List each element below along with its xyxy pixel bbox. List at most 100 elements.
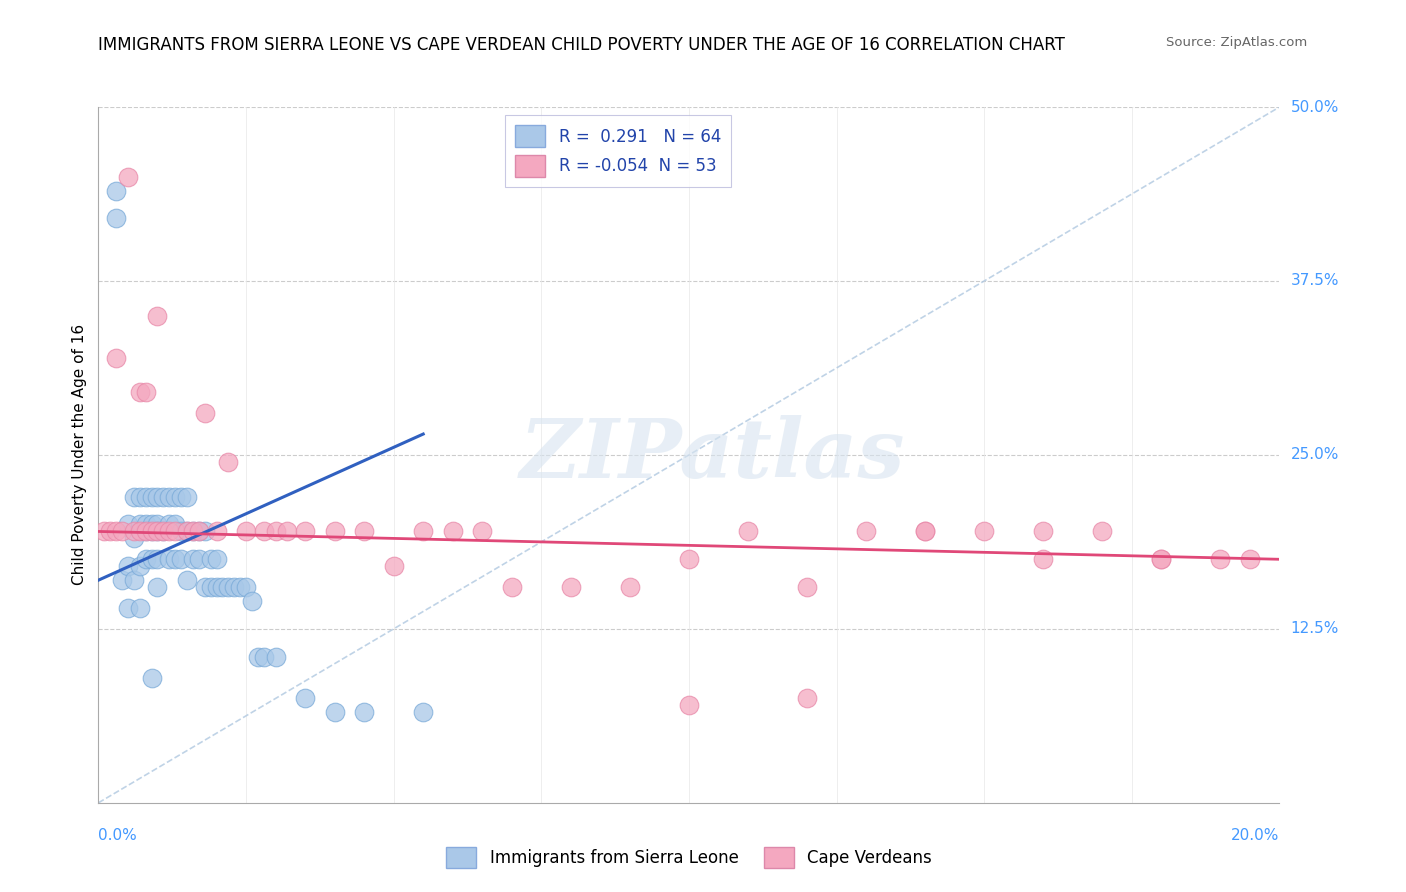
Point (157, 490, 180, 504)
Point (141, 524, 163, 539)
Point (441, 524, 464, 539)
Point (176, 490, 198, 504)
Point (165, 490, 187, 504)
Point (98, 524, 121, 539)
Point (194, 406, 217, 420)
Point (200, 552, 222, 566)
Point (1032, 552, 1054, 566)
Point (619, 580, 641, 594)
Text: 25.0%: 25.0% (1291, 448, 1339, 462)
Point (176, 573, 198, 587)
Point (187, 552, 209, 566)
Point (1150, 552, 1173, 566)
Point (128, 524, 150, 539)
Point (146, 490, 169, 504)
Point (176, 524, 198, 539)
Point (229, 580, 252, 594)
Point (217, 580, 239, 594)
Point (194, 524, 217, 539)
Point (141, 490, 163, 504)
Point (264, 524, 287, 539)
Point (146, 580, 169, 594)
Point (382, 559, 405, 574)
Point (253, 524, 276, 539)
Point (412, 524, 434, 539)
Point (205, 580, 228, 594)
Point (264, 649, 287, 664)
Point (165, 552, 187, 566)
Point (294, 691, 316, 706)
Point (135, 524, 157, 539)
Point (737, 524, 759, 539)
Legend: R =  0.291   N = 64, R = -0.054  N = 53: R = 0.291 N = 64, R = -0.054 N = 53 (505, 115, 731, 186)
Point (560, 580, 582, 594)
Point (135, 490, 157, 504)
Point (855, 524, 877, 539)
Point (323, 524, 346, 539)
Point (165, 524, 187, 539)
Point (235, 524, 257, 539)
Legend: Immigrants from Sierra Leone, Cape Verdeans: Immigrants from Sierra Leone, Cape Verde… (440, 840, 938, 875)
Point (122, 524, 145, 539)
Point (128, 559, 150, 574)
Point (1032, 524, 1054, 539)
Point (914, 524, 936, 539)
Point (105, 184, 128, 198)
Point (141, 552, 163, 566)
Point (135, 552, 157, 566)
Point (181, 552, 204, 566)
Point (187, 524, 209, 539)
Point (105, 524, 128, 539)
Point (796, 691, 818, 706)
Point (200, 580, 222, 594)
Point (471, 524, 494, 539)
Point (276, 524, 298, 539)
Point (152, 524, 174, 539)
Point (146, 552, 169, 566)
Point (157, 552, 180, 566)
Point (157, 524, 180, 539)
Point (973, 524, 995, 539)
Point (796, 580, 818, 594)
Text: 37.5%: 37.5% (1291, 274, 1339, 288)
Point (146, 524, 169, 539)
Point (117, 601, 139, 615)
Point (678, 552, 700, 566)
Point (181, 524, 204, 539)
Text: 0.0%: 0.0% (98, 828, 138, 843)
Point (240, 594, 263, 608)
Point (146, 517, 169, 532)
Point (294, 524, 316, 539)
Point (141, 671, 163, 685)
Point (353, 524, 375, 539)
Point (1239, 552, 1261, 566)
Point (914, 524, 936, 539)
Point (128, 517, 150, 532)
Point (1209, 552, 1232, 566)
Point (253, 649, 276, 664)
Point (135, 385, 157, 400)
Point (146, 309, 169, 323)
Point (135, 517, 157, 532)
Point (122, 490, 145, 504)
Point (235, 580, 257, 594)
Point (181, 524, 204, 539)
Text: 20.0%: 20.0% (1232, 828, 1279, 843)
Text: IMMIGRANTS FROM SIERRA LEONE VS CAPE VERDEAN CHILD POVERTY UNDER THE AGE OF 16 C: IMMIGRANTS FROM SIERRA LEONE VS CAPE VER… (98, 36, 1066, 54)
Point (187, 524, 209, 539)
Point (141, 517, 163, 532)
Point (122, 532, 145, 546)
Y-axis label: Child Poverty Under the Age of 16: Child Poverty Under the Age of 16 (72, 325, 87, 585)
Text: Source: ZipAtlas.com: Source: ZipAtlas.com (1167, 36, 1308, 49)
Point (211, 580, 233, 594)
Point (122, 573, 145, 587)
Point (117, 517, 139, 532)
Point (111, 524, 134, 539)
Point (165, 517, 187, 532)
Point (117, 169, 139, 184)
Point (678, 698, 700, 713)
Point (217, 455, 239, 469)
Point (152, 490, 174, 504)
Point (141, 524, 163, 539)
Point (353, 706, 375, 720)
